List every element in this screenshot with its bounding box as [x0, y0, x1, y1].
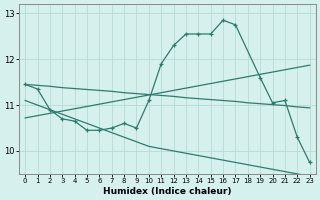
X-axis label: Humidex (Indice chaleur): Humidex (Indice chaleur) [103, 187, 232, 196]
